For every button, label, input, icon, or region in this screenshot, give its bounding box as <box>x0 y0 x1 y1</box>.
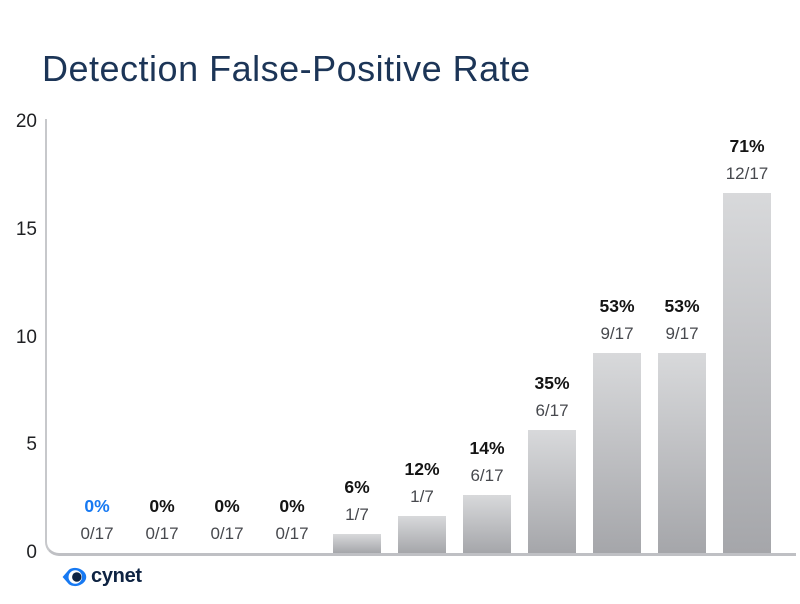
bar-annotation: 14% 6/17 <box>442 435 532 489</box>
bar-annotation: 53% 9/17 <box>572 293 662 347</box>
bar-fraction-label: 0/17 <box>275 524 309 543</box>
bar-fraction-label: 1/7 <box>345 505 369 524</box>
bar-fraction-label: 0/17 <box>145 524 179 543</box>
chart-bar <box>528 430 576 553</box>
bar-fraction-label: 1/7 <box>410 487 434 506</box>
bar-fraction-label: 12/17 <box>725 164 769 183</box>
y-axis-tick-label: 15 <box>15 218 37 240</box>
bar-fraction-label: 9/17 <box>665 324 699 343</box>
bar-percent-label: 53% <box>664 296 700 316</box>
y-axis-tick-label: 5 <box>26 434 37 456</box>
bar-fraction-label: 9/17 <box>600 324 634 343</box>
chart-bar <box>463 495 511 553</box>
bar-annotation: 12% 1/7 <box>377 456 467 510</box>
bar-annotation: 53% 9/17 <box>637 293 727 347</box>
chart-bar <box>658 353 706 553</box>
bar-fraction-label: 6/17 <box>470 466 504 485</box>
bar-percent-label: 12% <box>404 459 440 479</box>
axis-frame <box>45 119 796 556</box>
bar-annotation: 6% 1/7 <box>312 474 402 528</box>
bar-percent-label: 0% <box>149 496 175 516</box>
chart-bar <box>333 534 381 553</box>
bar-percent-label: 0% <box>84 496 110 516</box>
y-axis-tick-label: 10 <box>15 326 37 348</box>
chart-bar <box>723 193 771 553</box>
y-axis-tick-label: 20 <box>15 111 37 132</box>
bar-annotation: 0% 0/17 <box>182 493 272 547</box>
bar-annotation: 35% 6/17 <box>507 370 597 424</box>
bar-annotation: 0% 0/17 <box>52 493 142 547</box>
bar-percent-label: 35% <box>534 373 570 393</box>
bar-percent-label: 0% <box>214 496 240 516</box>
bar-percent-label: 71% <box>729 136 765 156</box>
bar-percent-label: 0% <box>279 496 305 516</box>
cynet-logo-text: cynet <box>91 565 142 587</box>
chart-bar <box>593 353 641 553</box>
cynet-eye-icon <box>62 566 87 588</box>
y-axis-tick-label: 0 <box>26 542 37 563</box>
bar-fraction-label: 0/17 <box>210 524 244 543</box>
chart-bar <box>398 516 446 553</box>
bar-fraction-label: 0/17 <box>80 524 114 543</box>
bar-percent-label: 14% <box>469 438 505 458</box>
cynet-logo: cynet <box>62 565 142 588</box>
bar-annotation: 0% 0/17 <box>247 493 337 547</box>
bar-percent-label: 53% <box>599 296 635 316</box>
bar-annotation: 0% 0/17 <box>117 493 207 547</box>
bar-fraction-label: 6/17 <box>535 401 569 420</box>
bar-percent-label: 6% <box>344 477 370 497</box>
chart-title: Detection False-Positive Rate <box>42 48 531 89</box>
bar-annotation: 71% 12/17 <box>702 133 792 187</box>
